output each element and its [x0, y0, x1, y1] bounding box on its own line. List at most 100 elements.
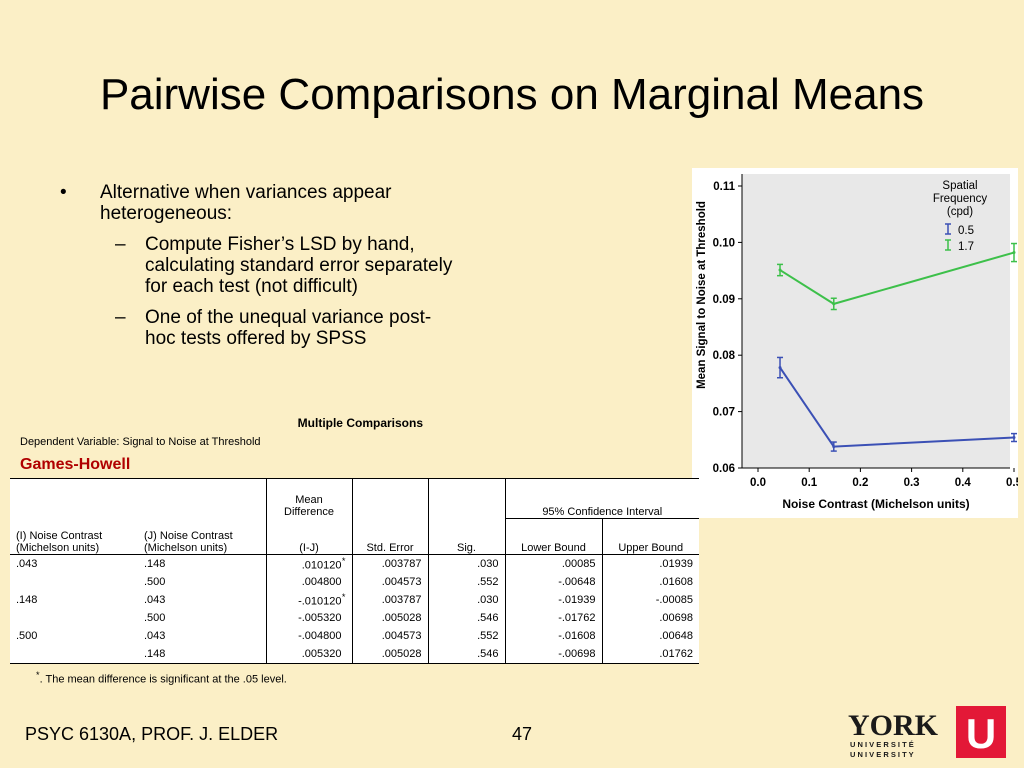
cell-value: .01939 [659, 558, 693, 570]
table-row: .500 -.005320 .005028 .546 -.01762 .00698 [10, 609, 699, 627]
legend-item: 1.7 [945, 239, 974, 253]
cell-value: .004573 [381, 576, 422, 588]
series-1.7 [777, 242, 1017, 311]
cell-lower-bound: -.01939 [504, 591, 602, 609]
significance-star: * [341, 556, 346, 567]
sub-bullet-item: – Compute Fisher’s LSD by hand, calculat… [60, 234, 460, 297]
slide-title: Pairwise Comparisons on Marginal Means [99, 70, 925, 119]
y-tick-label: 0.11 [713, 181, 735, 193]
x-tick-label: 0.4 [955, 477, 972, 489]
table-header-row: (I) Noise Contrast (Michelson units) (J)… [10, 518, 699, 555]
cell-std-error: .004573 [351, 627, 428, 645]
cell-sig: .546 [427, 609, 505, 627]
cell-sig: .030 [427, 591, 505, 609]
header-text: (Michelson units) [144, 542, 228, 554]
legend-label: 0.5 [958, 225, 974, 237]
mean-diff-header-1: Mean Difference [265, 478, 352, 518]
cell-sig: .546 [427, 645, 505, 664]
x-tick-label: 0.0 [750, 477, 766, 489]
cell-value: .148 [144, 558, 166, 570]
cell-upper-bound: .00648 [601, 627, 699, 645]
logo-u-letter: U [966, 710, 996, 757]
cell-value: .500 [144, 612, 166, 624]
table-title: Multiple Comparisons [297, 416, 423, 430]
j-header: (J) Noise Contrast (Michelson units) [138, 518, 266, 555]
legend-title-line: Frequency [933, 193, 988, 205]
sub-bullet-text: Compute Fisher’s LSD by hand, calculatin… [145, 234, 453, 297]
cell-lower-bound: .00085 [504, 554, 602, 573]
header-text: Mean [295, 494, 323, 506]
cell-i [10, 645, 138, 664]
cell-value: .003787 [381, 558, 422, 570]
method-label: Games-Howell [20, 456, 131, 473]
cell-value: .148 [16, 594, 38, 606]
cell-std-error: .003787 [351, 591, 428, 609]
comparisons-table: Mean Difference 95% Confidence Interval … [10, 478, 699, 664]
cell-j: .148 [138, 645, 266, 664]
cell-i: .043 [10, 555, 138, 574]
cell-value: .552 [477, 576, 499, 588]
ci-header: 95% Confidence Interval [504, 478, 699, 519]
cell-value: -.00085 [655, 594, 693, 606]
cell-value: .148 [144, 648, 166, 660]
cell-i: .148 [10, 591, 138, 609]
cell-j: .043 [138, 591, 266, 609]
york-university-logo: YORK U N I V E R S I T É U N I V E R S I… [848, 706, 1006, 759]
x-axis-label: Noise Contrast (Michelson units) [782, 497, 969, 511]
footnote: *. The mean difference is significant at… [36, 670, 287, 686]
logo-line-1: U N I V E R S I T É [850, 740, 914, 749]
cell-lower-bound: -.01762 [504, 609, 602, 627]
table-row: .043 .148 .010120* .003787 .030 .00085 .01939 [10, 554, 699, 574]
y-axis-label: Mean Signal to Noise at Threshold [696, 201, 708, 389]
legend-title-line: Spatial [942, 180, 977, 192]
y-tick-label: 0.06 [713, 463, 735, 475]
cell-value: .00648 [659, 630, 693, 642]
data-point [832, 445, 836, 449]
cell-j: .500 [138, 609, 266, 627]
cell-value: -.01939 [558, 594, 596, 606]
y-tick-label: 0.08 [713, 350, 736, 362]
cell-value: .500 [144, 576, 166, 588]
cell-value: .010120 [301, 559, 342, 572]
table-row: .500 .004800 .004573 .552 -.00648 .01608 [10, 573, 699, 591]
cell-value: .005028 [381, 648, 422, 660]
cell-lower-bound: -.00648 [504, 573, 602, 591]
bullet-list: • Alternative when variances appear hete… [60, 182, 460, 349]
cell-std-error: .003787 [351, 554, 428, 573]
bullet-item: • Alternative when variances appear hete… [60, 182, 460, 224]
cell-upper-bound: .00698 [601, 609, 699, 627]
y-tick-label: 0.10 [713, 237, 735, 249]
header-text: (Michelson units) [16, 542, 100, 554]
footer-course: PSYC 6130A, PROF. J. ELDER [25, 724, 279, 744]
cell-value: .004800 [301, 576, 342, 588]
cell-value: .500 [16, 630, 38, 642]
sub-bullet-text: One of the unequal variance post-hoc tes… [145, 307, 432, 349]
cell-sig: .552 [427, 573, 505, 591]
header-text: (J) Noise Contrast [144, 530, 233, 542]
cell-value: -.00648 [558, 576, 596, 588]
data-point [1012, 251, 1016, 255]
cell-mean-diff: .010120* [265, 554, 352, 573]
cell-std-error: .005028 [351, 609, 428, 627]
legend-label: 1.7 [958, 241, 974, 253]
header-text: Difference [284, 506, 334, 518]
table-row: .148 .005320 .005028 .546 -.00698 .01762 [10, 645, 699, 664]
cell-upper-bound: .01762 [601, 645, 699, 664]
upper-bound-header: Upper Bound [601, 518, 699, 555]
cell-value: .003787 [381, 594, 422, 606]
data-point [778, 366, 782, 370]
logo-u-block [956, 706, 1006, 758]
sub-bullet-dash: – [115, 234, 126, 255]
cell-value: -.005320 [298, 612, 342, 624]
cell-value: -.00698 [558, 648, 596, 660]
logo-word: YORK [848, 709, 939, 742]
logo-line-2: U N I V E R S I T Y [850, 750, 914, 759]
table-row: .500 .043 -.004800 .004573 .552 -.01608 .00648 [10, 627, 699, 645]
cell-value: .01608 [659, 576, 693, 588]
sub-bullet-dash: – [115, 307, 126, 328]
footnote-star: * [36, 670, 40, 680]
cell-i [10, 573, 138, 591]
data-point [832, 302, 836, 306]
legend-item: 0.5 [945, 223, 974, 237]
cell-upper-bound: .01939 [601, 554, 699, 573]
